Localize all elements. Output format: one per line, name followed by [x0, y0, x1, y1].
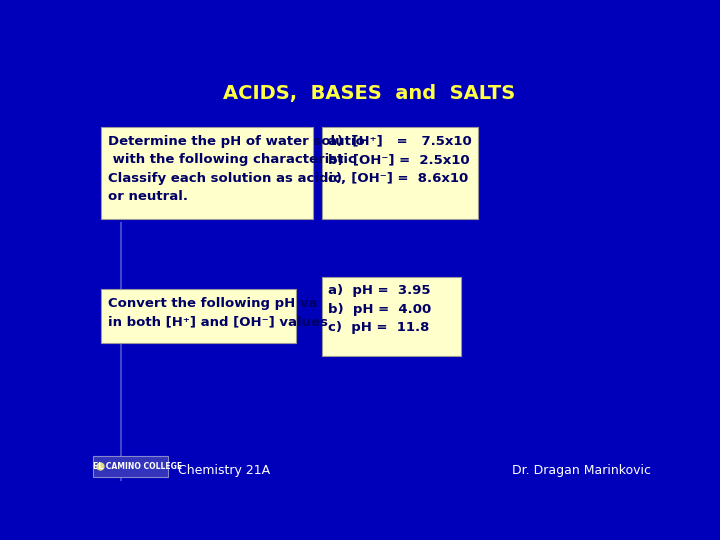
FancyBboxPatch shape — [322, 127, 478, 219]
Text: Convert the following pH va
in both [H⁺] and [OH⁻] values: Convert the following pH va in both [H⁺]… — [108, 297, 328, 328]
Text: a)  pH =  3.95
b)  pH =  4.00
c)  pH =  11.8: a) pH = 3.95 b) pH = 4.00 c) pH = 11.8 — [328, 285, 431, 334]
FancyBboxPatch shape — [101, 127, 313, 219]
FancyBboxPatch shape — [93, 456, 168, 477]
Text: Determine the pH of water solutio
 with the following characteristic
Classify ea: Determine the pH of water solutio with t… — [108, 134, 364, 203]
FancyBboxPatch shape — [322, 277, 461, 356]
Text: ACIDS,  BASES  and  SALTS: ACIDS, BASES and SALTS — [223, 84, 515, 103]
FancyBboxPatch shape — [101, 289, 297, 343]
Text: a)  [H⁺]   =   7.5x10
b)  [OH⁻] =  2.5x10
c)  [OH⁻] =  8.6x10: a) [H⁺] = 7.5x10 b) [OH⁻] = 2.5x10 c) [O… — [328, 134, 472, 185]
Text: Dr. Dragan Marinkovic: Dr. Dragan Marinkovic — [511, 464, 651, 477]
Text: Chemistry 21A: Chemistry 21A — [178, 464, 270, 477]
Text: EL CAMINO COLLEGE: EL CAMINO COLLEGE — [93, 462, 182, 471]
